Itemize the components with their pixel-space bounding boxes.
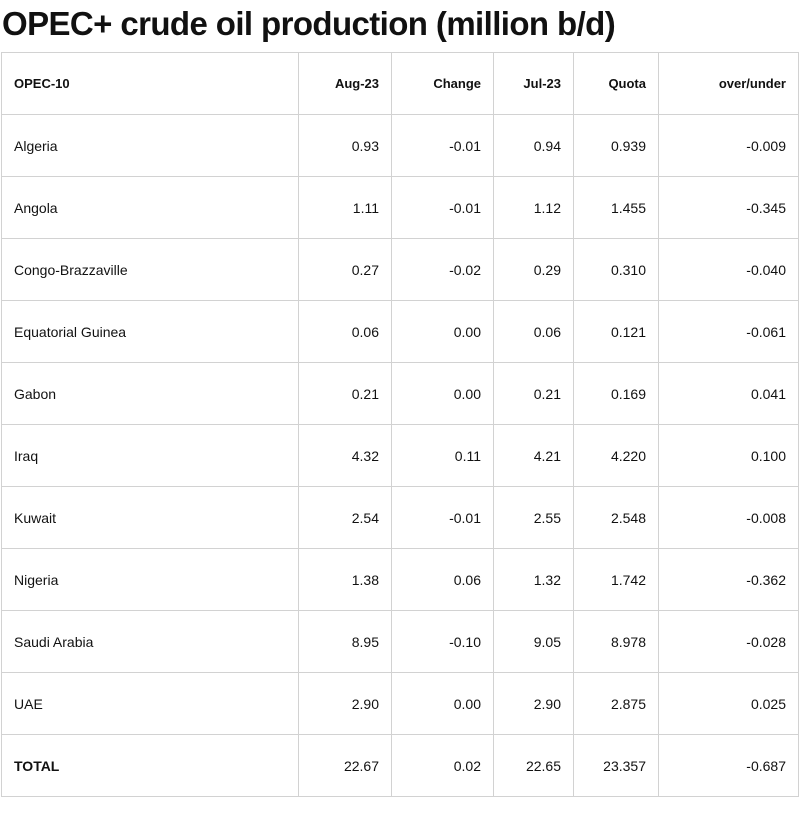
table-row: Nigeria 1.38 0.06 1.32 1.742 -0.362 — [1, 548, 799, 611]
table-row: Equatorial Guinea 0.06 0.00 0.06 0.121 -0.061 — [1, 300, 799, 363]
table-row: UAE 2.90 0.00 2.90 2.875 0.025 — [1, 672, 799, 735]
table-cell: -0.009 — [658, 114, 799, 177]
table-cell: 0.06 — [493, 300, 574, 363]
column-header: Aug-23 — [298, 52, 392, 115]
table-cell: 0.94 — [493, 114, 574, 177]
column-header: Change — [391, 52, 494, 115]
table-cell: 1.12 — [493, 176, 574, 239]
country-name: Iraq — [1, 424, 299, 487]
table-cell: 1.38 — [298, 548, 392, 611]
country-name: Equatorial Guinea — [1, 300, 299, 363]
table-cell: 4.220 — [573, 424, 659, 487]
table-cell: -0.01 — [391, 176, 494, 239]
table-cell: 0.29 — [493, 238, 574, 301]
column-header: over/under — [658, 52, 799, 115]
table-cell: 0.06 — [391, 548, 494, 611]
table-cell: 1.32 — [493, 548, 574, 611]
table-cell: 0.21 — [298, 362, 392, 425]
country-name: Angola — [1, 176, 299, 239]
table-row: Angola 1.11 -0.01 1.12 1.455 -0.345 — [1, 176, 799, 239]
column-header: Quota — [573, 52, 659, 115]
country-name: Gabon — [1, 362, 299, 425]
table-cell: 0.00 — [391, 672, 494, 735]
table-cell: 23.357 — [573, 734, 659, 797]
table-cell: 0.121 — [573, 300, 659, 363]
column-header: OPEC-10 — [1, 52, 299, 115]
column-header: Jul-23 — [493, 52, 574, 115]
table-cell: 0.21 — [493, 362, 574, 425]
table-cell: -0.345 — [658, 176, 799, 239]
table-cell: 1.742 — [573, 548, 659, 611]
table-cell: 0.00 — [391, 362, 494, 425]
table-cell: 8.978 — [573, 610, 659, 673]
table-cell: 0.93 — [298, 114, 392, 177]
table-cell: 0.169 — [573, 362, 659, 425]
table-cell: -0.01 — [391, 114, 494, 177]
table-cell: 2.90 — [493, 672, 574, 735]
country-name: Algeria — [1, 114, 299, 177]
table-cell: 2.90 — [298, 672, 392, 735]
table-cell: -0.687 — [658, 734, 799, 797]
table-row: Congo-Brazzaville 0.27 -0.02 0.29 0.310 -0.04… — [1, 238, 799, 301]
table-cell: 22.65 — [493, 734, 574, 797]
table-cell: -0.028 — [658, 610, 799, 673]
table-row: Iraq 4.32 0.11 4.21 4.220 0.100 — [1, 424, 799, 487]
table-cell: 22.67 — [298, 734, 392, 797]
table-cell: 2.54 — [298, 486, 392, 549]
table-cell: 4.32 — [298, 424, 392, 487]
table-row: Algeria 0.93 -0.01 0.94 0.939 -0.009 — [1, 114, 799, 177]
table-cell: 8.95 — [298, 610, 392, 673]
table-row: Saudi Arabia 8.95 -0.10 9.05 8.978 -0.028 — [1, 610, 799, 673]
table-cell: 0.310 — [573, 238, 659, 301]
table-cell: -0.01 — [391, 486, 494, 549]
table-cell: 4.21 — [493, 424, 574, 487]
table-cell: 0.11 — [391, 424, 494, 487]
table-row: Gabon 0.21 0.00 0.21 0.169 0.041 — [1, 362, 799, 425]
total-row: TOTAL 22.67 0.02 22.65 23.357 -0.687 — [1, 734, 799, 797]
table-cell: 0.06 — [298, 300, 392, 363]
table-cell: 0.27 — [298, 238, 392, 301]
table-cell: 1.455 — [573, 176, 659, 239]
chart-title: OPEC+ crude oil production (million b/d) — [2, 5, 616, 42]
table-header-row: OPEC-10 Aug-23 Change Jul-23 Quota over/… — [1, 52, 799, 115]
table-cell: 0.025 — [658, 672, 799, 735]
table-body: Algeria 0.93 -0.01 0.94 0.939 -0.009 Angola 1.1… — [1, 114, 799, 735]
table-cell: 2.548 — [573, 486, 659, 549]
table-cell: -0.008 — [658, 486, 799, 549]
country-name: UAE — [1, 672, 299, 735]
table-cell: 0.100 — [658, 424, 799, 487]
country-name: Kuwait — [1, 486, 299, 549]
country-name: Nigeria — [1, 548, 299, 611]
table-cell: 2.55 — [493, 486, 574, 549]
table-cell: 0.02 — [391, 734, 494, 797]
table-cell: -0.10 — [391, 610, 494, 673]
table-cell: 1.11 — [298, 176, 392, 239]
table-cell: -0.061 — [658, 300, 799, 363]
table-cell: -0.362 — [658, 548, 799, 611]
table-cell: 0.939 — [573, 114, 659, 177]
table-cell: 0.00 — [391, 300, 494, 363]
total-label: TOTAL — [1, 734, 299, 797]
table-cell: 0.041 — [658, 362, 799, 425]
table-row: Kuwait 2.54 -0.01 2.55 2.548 -0.008 — [1, 486, 799, 549]
table-cell: 2.875 — [573, 672, 659, 735]
table-cell: -0.02 — [391, 238, 494, 301]
table-cell: -0.040 — [658, 238, 799, 301]
country-name: Saudi Arabia — [1, 610, 299, 673]
country-name: Congo-Brazzaville — [1, 238, 299, 301]
production-table: OPEC-10 Aug-23 Change Jul-23 Quota over/… — [1, 52, 799, 797]
table-cell: 9.05 — [493, 610, 574, 673]
